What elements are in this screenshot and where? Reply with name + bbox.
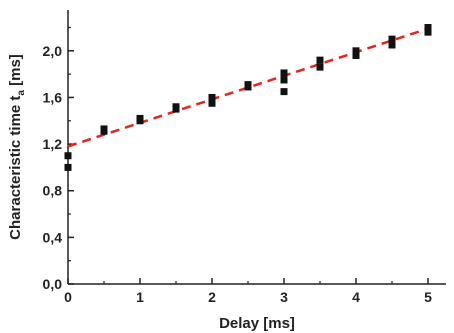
data-point xyxy=(208,93,216,101)
x-tick-label: 1 xyxy=(136,289,144,305)
fit-line-group xyxy=(67,27,429,148)
data-point xyxy=(100,125,108,133)
data-point xyxy=(280,88,288,96)
data-point xyxy=(280,69,288,77)
data-point xyxy=(388,41,396,49)
data-point xyxy=(64,152,72,160)
data-point xyxy=(64,163,72,171)
data-points xyxy=(64,23,432,171)
y-tick-label: 1,2 xyxy=(43,136,63,152)
data-point xyxy=(352,51,360,59)
x-tick-label: 2 xyxy=(208,289,216,305)
x-tick-label: 3 xyxy=(280,289,288,305)
data-point xyxy=(208,99,216,107)
y-axis-label: Characteristic time ta [ms] xyxy=(7,54,27,240)
ticks: 0 1 2 3 4 5 0,0 0,4 0,8 1,2 1,6 2,0 xyxy=(43,26,432,305)
data-point xyxy=(316,56,324,64)
y-axis-label-subscript: a xyxy=(16,90,27,96)
x-tick-label: 4 xyxy=(352,289,360,305)
y-axis-label-main: Characteristic time t xyxy=(7,96,24,240)
data-point xyxy=(136,114,144,122)
data-point xyxy=(280,76,288,84)
fit-line xyxy=(67,27,429,148)
axes xyxy=(67,10,446,285)
y-tick-label: 0,4 xyxy=(43,229,63,245)
data-point xyxy=(244,81,252,89)
data-point xyxy=(172,103,180,111)
y-tick-label: 0,8 xyxy=(43,183,63,199)
x-tick-label: 5 xyxy=(424,289,432,305)
x-tick-label: 0 xyxy=(64,289,72,305)
y-tick-label: 0,0 xyxy=(43,276,63,292)
data-point xyxy=(388,35,396,43)
data-point xyxy=(424,23,432,31)
data-point xyxy=(352,47,360,55)
y-axis-label-suffix: [ms] xyxy=(7,54,24,90)
data-point xyxy=(424,28,432,36)
y-tick-label: 2,0 xyxy=(43,43,63,59)
y-tick-label: 1,6 xyxy=(43,89,63,105)
x-axis-label: Delay [ms] xyxy=(219,315,295,332)
data-point xyxy=(316,63,324,71)
